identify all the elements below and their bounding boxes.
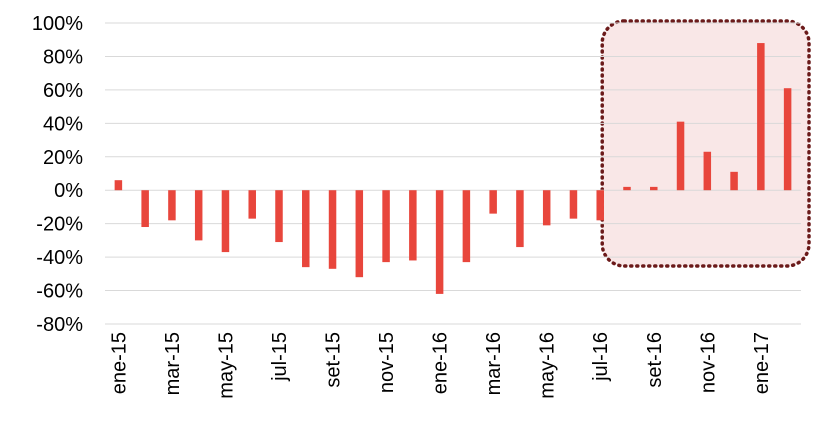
bar-ene-16 xyxy=(435,190,444,294)
bar-nov-15 xyxy=(382,190,390,263)
highlight-layer xyxy=(600,19,811,268)
y-tick-label: 0% xyxy=(54,180,83,202)
x-tick-label: set-15 xyxy=(323,332,345,388)
x-tick-label: jul-16 xyxy=(590,332,612,382)
bar-feb-15 xyxy=(141,190,149,228)
y-tick-label: -20% xyxy=(36,214,83,236)
x-tick-label: may-15 xyxy=(215,332,237,399)
y-tick-label: 60% xyxy=(43,80,83,102)
bar-ago-15 xyxy=(302,190,310,268)
x-tick-label: may-16 xyxy=(537,332,559,399)
bar-nov-16 xyxy=(703,151,712,191)
y-tick-label: -40% xyxy=(36,247,83,269)
x-tick-label: nov-16 xyxy=(697,332,719,393)
bar-mar-16 xyxy=(489,190,497,214)
x-tick-label: nov-15 xyxy=(376,332,398,393)
y-tick-label: -60% xyxy=(36,281,83,303)
x-axis-ticks: ene-15 mar-15 may-15 jul-15 set-15 nov-15 ene-… xyxy=(108,332,772,399)
x-tick-label: mar-15 xyxy=(162,332,184,395)
y-tick-label: -80% xyxy=(36,314,83,336)
y-tick-label: 40% xyxy=(43,113,83,135)
y-tick-label: 80% xyxy=(43,46,83,68)
highlight-box xyxy=(600,19,811,268)
grid-layer xyxy=(105,22,801,325)
bar-set-15 xyxy=(328,190,337,269)
bar-jun-15 xyxy=(248,190,256,219)
y-tick-label: 100% xyxy=(32,13,83,35)
bar-ene-17 xyxy=(757,43,765,191)
bar-oct-16 xyxy=(676,121,685,191)
bar-feb-17 xyxy=(783,88,792,191)
bar-ago-16 xyxy=(623,186,631,191)
y-axis-ticks: -80% -60% -40% -20% 0% 20% 40% 60% 80% 100% xyxy=(32,13,83,336)
bar-layer xyxy=(114,43,792,294)
bar-mar-15 xyxy=(168,190,176,221)
bar-may-16 xyxy=(542,190,551,226)
x-tick-label: mar-16 xyxy=(483,332,505,395)
bar-dic-16 xyxy=(730,171,738,191)
bar-jul-15 xyxy=(275,190,283,243)
bar-feb-16 xyxy=(462,190,471,263)
y-tick-label: 20% xyxy=(43,147,83,169)
x-tick-label: ene-15 xyxy=(108,332,130,394)
bar-ene-15 xyxy=(114,180,123,191)
x-tick-label: ene-17 xyxy=(751,332,773,394)
bar-set-16 xyxy=(650,186,658,191)
bar-abr-15 xyxy=(194,190,203,241)
x-tick-label: jul-15 xyxy=(269,332,291,382)
x-tick-label: ene-16 xyxy=(430,332,452,394)
bar-oct-15 xyxy=(355,190,364,278)
bar-dic-15 xyxy=(409,190,417,261)
bar-abr-16 xyxy=(516,190,524,248)
bar-jul-16 xyxy=(596,190,604,221)
bar-may-15 xyxy=(221,190,230,253)
bar-jun-16 xyxy=(569,190,578,219)
x-tick-label: set-16 xyxy=(644,332,666,388)
